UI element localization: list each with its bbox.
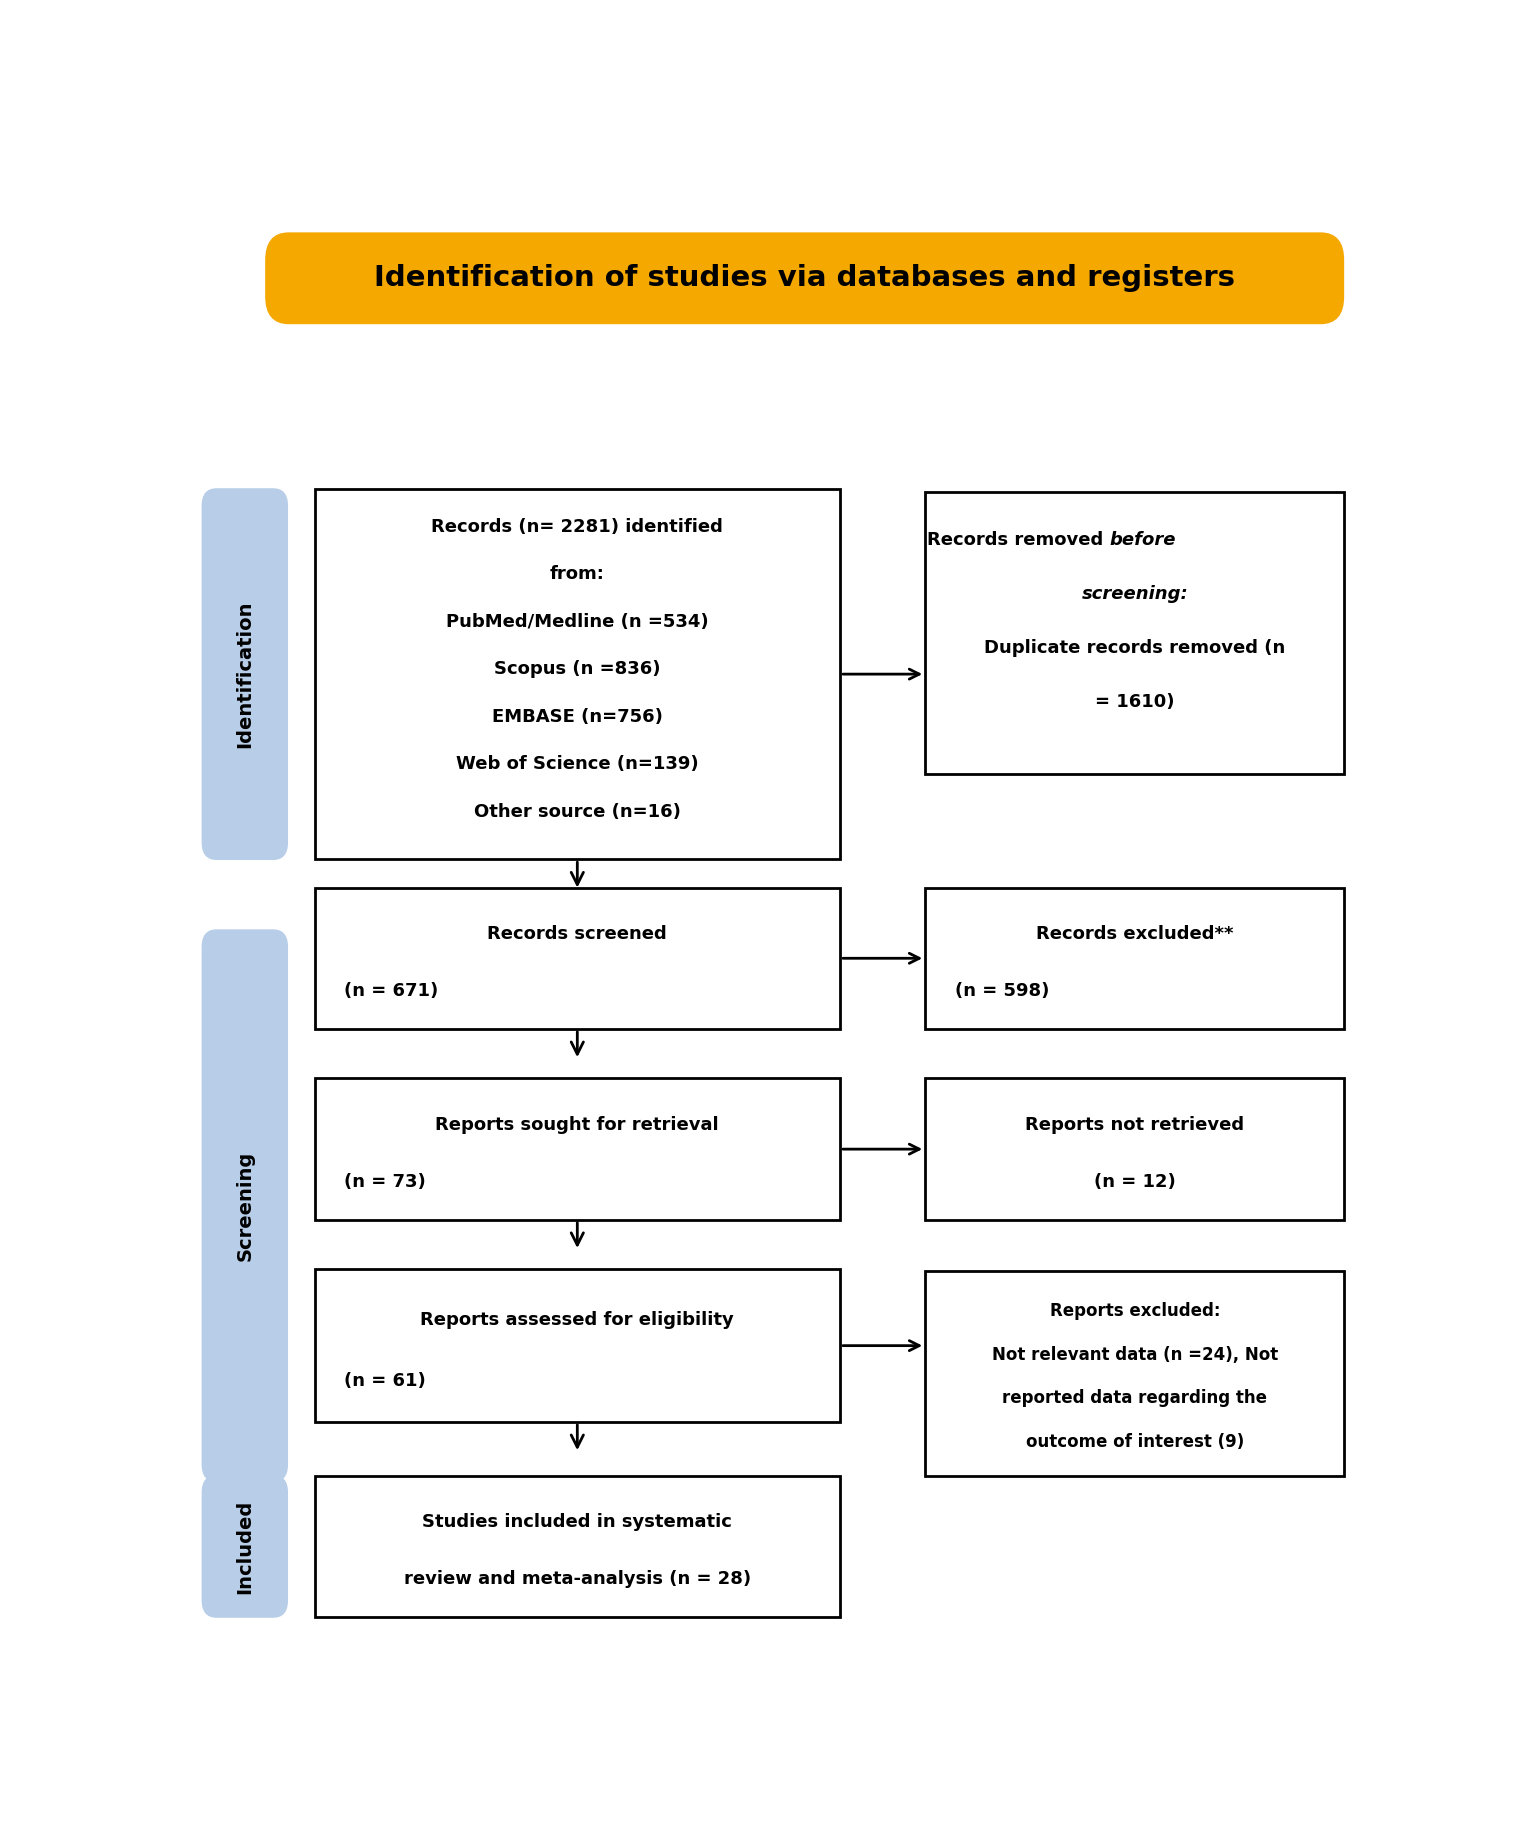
Text: outcome of interest (9): outcome of interest (9) — [1026, 1434, 1244, 1450]
Bar — [925, 492, 1344, 775]
Text: Scopus (n =836): Scopus (n =836) — [494, 661, 660, 677]
Text: Other source (n=16): Other source (n=16) — [474, 802, 681, 821]
Text: Reports excluded:: Reports excluded: — [1050, 1302, 1221, 1320]
Text: PubMed/Medline (n =534): PubMed/Medline (n =534) — [447, 613, 709, 632]
Text: Reports not retrieved: Reports not retrieved — [1026, 1116, 1245, 1135]
Text: review and meta-analysis (n = 28): review and meta-analysis (n = 28) — [404, 1570, 751, 1588]
Text: reported data regarding the: reported data regarding the — [1003, 1390, 1268, 1408]
Text: Duplicate records removed (n: Duplicate records removed (n — [985, 639, 1285, 657]
Text: Records (n= 2281) identified: Records (n= 2281) identified — [431, 518, 724, 536]
Bar — [314, 1269, 840, 1421]
Text: Records screened: Records screened — [488, 925, 668, 944]
Text: Reports sought for retrieval: Reports sought for retrieval — [436, 1116, 719, 1135]
Text: (n = 73): (n = 73) — [344, 1173, 425, 1192]
Text: Included: Included — [235, 1500, 255, 1594]
Text: screening:: screening: — [1082, 586, 1189, 602]
Text: from:: from: — [550, 565, 605, 584]
Bar — [925, 887, 1344, 1028]
Bar — [925, 1271, 1344, 1476]
Text: (n = 671): (n = 671) — [344, 982, 439, 1001]
Bar — [314, 1476, 840, 1618]
Text: (n = 61): (n = 61) — [344, 1371, 425, 1390]
Text: Identification: Identification — [235, 600, 255, 747]
Bar — [314, 488, 840, 859]
Text: Records excluded**: Records excluded** — [1036, 925, 1233, 944]
Text: Web of Science (n=139): Web of Science (n=139) — [456, 755, 698, 773]
Text: Records removed: Records removed — [927, 531, 1109, 549]
Text: Reports assessed for eligibility: Reports assessed for eligibility — [421, 1311, 735, 1329]
Text: (n = 598): (n = 598) — [954, 982, 1049, 1001]
Bar — [314, 1078, 840, 1219]
Text: EMBASE (n=756): EMBASE (n=756) — [492, 709, 663, 725]
Text: Screening: Screening — [235, 1151, 255, 1261]
Text: Studies included in systematic: Studies included in systematic — [422, 1513, 732, 1531]
Text: = 1610): = 1610) — [1096, 692, 1175, 711]
Text: Identification of studies via databases and registers: Identification of studies via databases … — [375, 264, 1234, 292]
FancyBboxPatch shape — [203, 931, 288, 1482]
Text: before: before — [1109, 531, 1177, 549]
FancyBboxPatch shape — [203, 1476, 288, 1618]
FancyBboxPatch shape — [267, 235, 1343, 321]
Text: (n = 12): (n = 12) — [1094, 1173, 1175, 1192]
Text: Not relevant data (n =24), Not: Not relevant data (n =24), Not — [992, 1346, 1279, 1364]
FancyBboxPatch shape — [203, 488, 288, 859]
Bar — [314, 887, 840, 1028]
Bar — [925, 1078, 1344, 1219]
